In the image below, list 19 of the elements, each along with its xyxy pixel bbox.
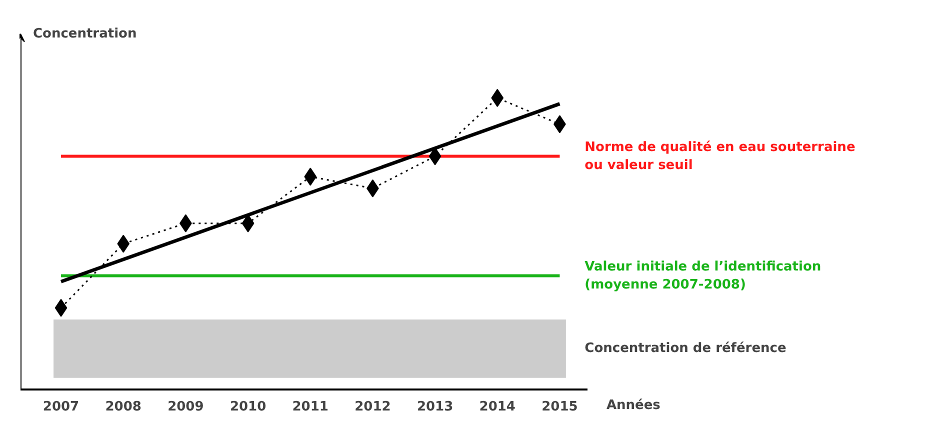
x-tick-label: 2007 (42, 400, 80, 415)
x-tick-label: 2013 (416, 400, 454, 415)
ref-line-label: Norme de qualité en eau souterraine ou valeur seuil (584, 140, 856, 173)
x-tick-label: 2012 (354, 400, 391, 415)
x-tick-label: 2010 (230, 400, 266, 415)
x-axis-title: Années (606, 398, 661, 414)
ref-line-label: Valeur initiale de l’identification (moyenne 2007-2008) (584, 259, 822, 292)
point (117, 234, 130, 253)
y-axis-title: Concentration (32, 26, 137, 42)
point (242, 214, 254, 232)
x-tick-label: 2008 (105, 400, 142, 415)
band-label: Concentration de référence (584, 341, 786, 356)
x-tick-label: 2014 (479, 400, 516, 415)
point (304, 168, 317, 186)
x-tick-label: 2015 (542, 400, 578, 415)
x-tick-label: 2009 (168, 400, 204, 415)
point (54, 298, 68, 317)
point (491, 88, 504, 107)
x-tick-label: 2011 (292, 400, 328, 415)
